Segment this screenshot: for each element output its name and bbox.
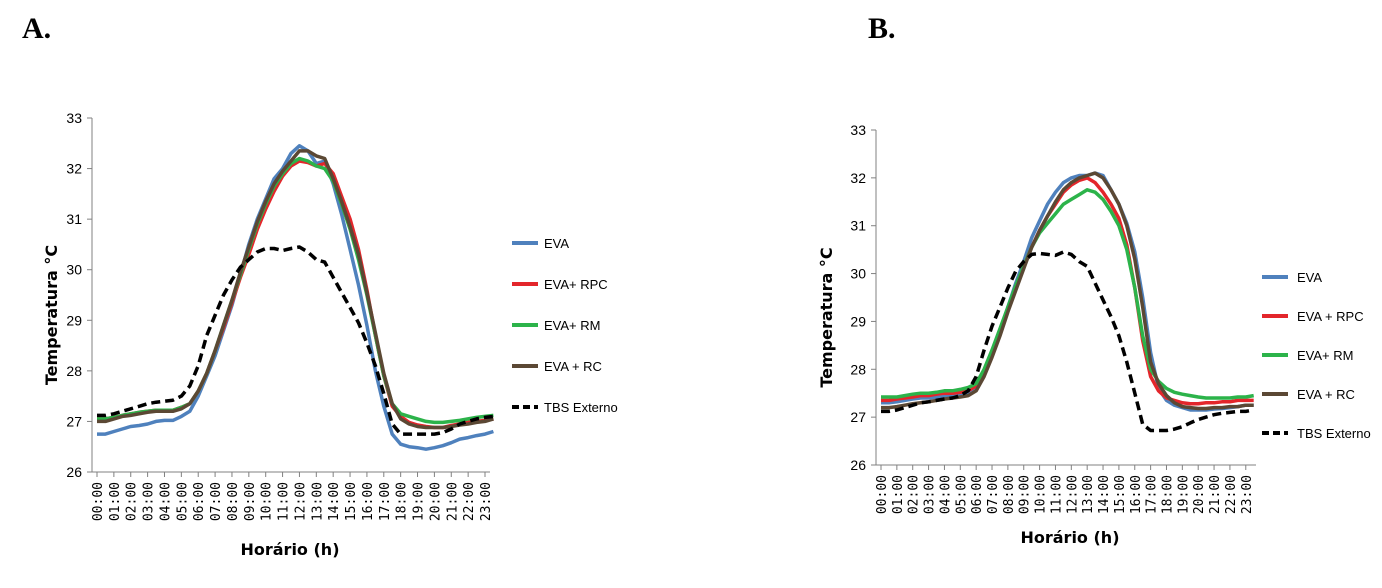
series-line-eva-rm: [881, 188, 1255, 400]
legend-label: EVA: [544, 236, 569, 251]
y-tick-label: 32: [66, 161, 82, 177]
legend-label: EVA+ RM: [1297, 348, 1353, 363]
y-tick-label: 26: [66, 464, 82, 480]
legend-label: EVA + RC: [1297, 387, 1355, 402]
y-tick-label: 30: [850, 266, 866, 282]
x-tick-label: 23:00: [1240, 475, 1255, 514]
series-line-eva-rc: [881, 171, 1254, 411]
x-tick-label: 13:00: [310, 482, 325, 521]
series-line-tbs-externo: [881, 250, 1255, 433]
y-tick-label: 26: [850, 457, 866, 473]
x-tick-label: 18:00: [1160, 475, 1175, 514]
x-tick-label: 01:00: [891, 475, 906, 514]
x-tick-label: 03:00: [142, 482, 157, 521]
x-tick-label: 09:00: [1018, 475, 1033, 514]
x-tick-label: 22:00: [462, 482, 477, 521]
x-tick-label: 01:00: [108, 482, 123, 521]
y-axis-title: Temperatura °C: [42, 245, 61, 385]
x-tick-label: 06:00: [970, 475, 985, 514]
legend: EVA EVA+ RPC EVA+ RM EVA + RC TBS Externo: [512, 236, 618, 415]
x-tick-label: 18:00: [395, 482, 410, 521]
legend-label: TBS Externo: [1297, 426, 1371, 441]
x-tick-label: 12:00: [293, 482, 308, 521]
y-tick-label: 33: [66, 110, 82, 126]
y-tick-label: 27: [66, 413, 82, 429]
x-axis-title: Horário (h): [1020, 528, 1119, 547]
x-tick-label: 05:00: [954, 475, 969, 514]
x-tick-label: 17:00: [378, 482, 393, 521]
x-tick-label: 02:00: [125, 482, 140, 521]
legend-label: EVA: [1297, 270, 1322, 285]
y-tick-label: 31: [66, 211, 82, 227]
x-tick-label: 14:00: [1097, 475, 1112, 514]
series-line-eva-rc: [97, 149, 494, 430]
x-tick-label: 04:00: [158, 482, 173, 521]
x-tick-label: 11:00: [1049, 475, 1064, 514]
x-tick-label: 08:00: [1002, 475, 1017, 514]
y-tick-label: 29: [850, 313, 866, 329]
x-tick-label: 23:00: [479, 482, 494, 521]
series-line-eva: [881, 171, 1254, 412]
x-tick-label: 15:00: [1113, 475, 1128, 514]
y-tick-label: 33: [850, 122, 866, 138]
y-axis-title: Temperatura °C: [817, 247, 836, 387]
x-tick-label: 22:00: [1224, 475, 1239, 514]
x-tick-label: 15:00: [344, 482, 359, 521]
x-tick-label: 10:00: [260, 482, 275, 521]
y-tick-label: 28: [850, 361, 866, 377]
x-tick-label: 19:00: [1176, 475, 1191, 514]
legend: EVA EVA + RPC EVA+ RM EVA + RC TBS Externo: [1262, 270, 1371, 441]
x-tick-label: 03:00: [923, 475, 938, 514]
x-tick-label: 00:00: [875, 475, 890, 514]
legend-label: EVA+ RPC: [544, 277, 608, 292]
x-tick-label: 11:00: [277, 482, 292, 521]
x-tick-label: 12:00: [1065, 475, 1080, 514]
legend-label: EVA + RC: [544, 359, 602, 374]
panel-b-label: B.: [868, 12, 896, 45]
legend-label: TBS Externo: [544, 400, 618, 415]
series-line-eva: [97, 144, 494, 451]
chart-a: 26 27 28 29 30 31 32 33 00:00 01:00 02:00 03:00 04:0…: [42, 110, 618, 559]
x-tick-label: 21:00: [445, 482, 460, 521]
y-tick-label: 32: [850, 170, 866, 186]
legend-label: EVA+ RM: [544, 318, 600, 333]
x-tick-label: 16:00: [1129, 475, 1144, 514]
x-tick-label: 07:00: [986, 475, 1001, 514]
y-tick-label: 28: [66, 363, 82, 379]
x-tick-label: 00:00: [91, 482, 106, 521]
x-tick-label: 13:00: [1081, 475, 1096, 514]
x-tick-label: 20:00: [428, 482, 443, 521]
x-tick-label: 09:00: [243, 482, 258, 521]
legend-label: EVA + RPC: [1297, 309, 1364, 324]
y-tick-label: 29: [66, 312, 82, 328]
x-tick-label: 21:00: [1208, 475, 1223, 514]
x-tick-label: 02:00: [907, 475, 922, 514]
x-tick-label: 14:00: [327, 482, 342, 521]
panel-a-label: A.: [22, 12, 52, 45]
x-tick-label: 16:00: [361, 482, 376, 521]
y-tick-label: 30: [66, 262, 82, 278]
x-tick-label: 08:00: [226, 482, 241, 521]
x-axis-title: Horário (h): [240, 540, 339, 559]
y-tick-label: 27: [850, 409, 866, 425]
x-tick-label: 07:00: [209, 482, 224, 521]
series-line-eva-rpc: [881, 176, 1254, 406]
x-tick-label: 05:00: [175, 482, 190, 521]
x-tick-label: 20:00: [1192, 475, 1207, 514]
x-tick-label: 17:00: [1145, 475, 1160, 514]
x-tick-label: 10:00: [1034, 475, 1049, 514]
y-tick-label: 31: [850, 218, 866, 234]
x-tick-label: 19:00: [412, 482, 427, 521]
x-tick-label: 06:00: [192, 482, 207, 521]
x-tick-label: 04:00: [938, 475, 953, 514]
